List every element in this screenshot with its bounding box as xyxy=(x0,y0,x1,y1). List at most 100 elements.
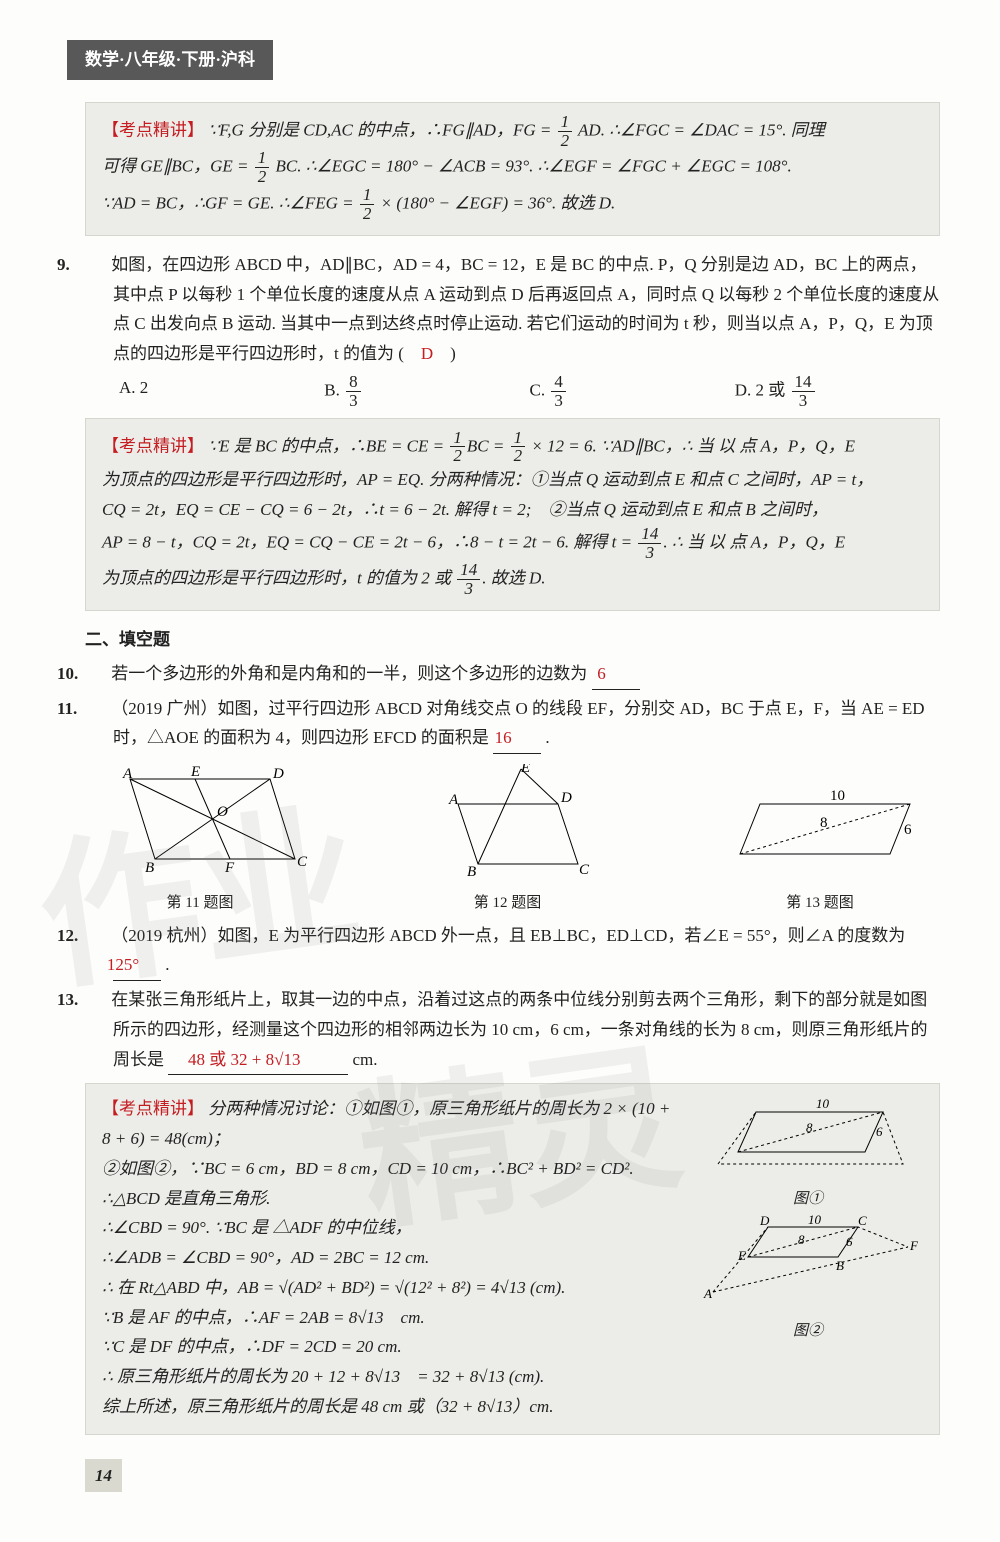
question-11: 11. （2019 广州）如图，过平行四边形 ABCD 对角线交点 O 的线段 … xyxy=(85,694,940,755)
question-text: . xyxy=(545,728,549,747)
svg-text:D: D xyxy=(759,1213,770,1228)
question-number: 9. xyxy=(85,250,107,280)
svg-text:F: F xyxy=(909,1238,918,1253)
page-footer: 14 xyxy=(85,1459,940,1493)
option-label: B. xyxy=(324,380,344,399)
figure-svg: E A D B C xyxy=(403,764,613,879)
explain-text: . ∴ 当 以 点 A，P，Q，E xyxy=(663,532,845,551)
figure-caption: 第 12 题图 xyxy=(403,890,613,916)
fraction: 12 xyxy=(558,113,573,150)
fraction: 43 xyxy=(551,373,566,410)
fraction: 12 xyxy=(255,149,270,186)
explain-text: ∵AD = BC，∴GF = GE. ∴∠FEG = xyxy=(102,193,358,212)
svg-text:6: 6 xyxy=(846,1234,853,1249)
explain-text: 可得 GE∥BC，GE = xyxy=(102,157,253,176)
explain-text: . 故选 D. xyxy=(482,569,545,588)
explain-tag: 【考点精讲】 xyxy=(102,120,204,139)
svg-text:8: 8 xyxy=(820,815,828,831)
svg-text:10: 10 xyxy=(830,788,845,804)
explain-text: BC. ∴∠EGC = 180° − ∠ACB = 93°. ∴∠EGF = ∠… xyxy=(276,157,792,176)
svg-text:6: 6 xyxy=(876,1124,883,1139)
explain-text: 综上所述，原三角形纸片的周长是 48 cm 或（32 + 8√13）cm. xyxy=(102,1397,553,1416)
option-b: B. 83 xyxy=(324,373,529,410)
explain-text: 为顶点的四边形是平行四边形时，AP = EQ. 分两种情况：①当点 Q 运动到点… xyxy=(102,470,873,489)
option-c: C. 43 xyxy=(530,373,735,410)
question-text: ) xyxy=(433,344,456,363)
svg-text:D: D xyxy=(560,790,572,806)
section-heading: 二、填空题 xyxy=(85,625,940,655)
explain-text: BC = xyxy=(467,436,509,455)
question-number: 10. xyxy=(85,659,107,689)
fraction: 143 xyxy=(792,373,815,410)
svg-text:8: 8 xyxy=(806,1120,813,1135)
explain-figures: 10 8 6 图① D 10 C F E 8 6 B A 图② xyxy=(693,1094,923,1344)
page-header: 数学·八年级·下册·沪科 xyxy=(67,40,273,80)
explain-text: AP = 8 − t，CQ = 2t，EQ = CQ − CE = 2t − 6… xyxy=(102,532,636,551)
explain-box-2: 【考点精讲】 ∵E 是 BC 的中点，∴BE = CE = 12BC = 12 … xyxy=(85,418,940,612)
svg-text:C: C xyxy=(858,1213,867,1228)
svg-text:B: B xyxy=(836,1258,844,1273)
figure-caption: 第 11 题图 xyxy=(85,890,315,916)
svg-text:10: 10 xyxy=(808,1212,822,1227)
explain-box-1: 【考点精讲】 ∵F,G 分别是 CD,AC 的中点，∴FG∥AD，FG = 12… xyxy=(85,102,940,236)
figure-row: A E D B F C O 第 11 题图 E A D B C 第 12 题图 xyxy=(85,764,940,917)
question-text: 如图，在四边形 ABCD 中，AD∥BC，AD = 4，BC = 12，E 是 … xyxy=(111,255,939,363)
figure-13: 10 8 6 第 13 题图 xyxy=(700,784,940,917)
explain-text: 为顶点的四边形是平行四边形时，t 的值为 2 或 xyxy=(102,569,455,588)
question-9: 9. 如图，在四边形 ABCD 中，AD∥BC，AD = 4，BC = 12，E… xyxy=(85,250,940,369)
svg-text:A: A xyxy=(703,1286,712,1301)
option-a: A. 2 xyxy=(119,373,324,410)
explain-text: ∴∠CBD = 90°. ∵BC 是 △ADF 的中位线， xyxy=(102,1218,412,1237)
explain-text: AD. ∴∠FGC = ∠DAC = 15°. 同理 xyxy=(578,120,825,139)
figure-caption: 第 13 题图 xyxy=(700,890,940,916)
fraction: 143 xyxy=(457,561,480,598)
question-number: 13. xyxy=(85,985,107,1015)
explain-text: ∴△BCD 是直角三角形. xyxy=(102,1189,270,1208)
question-text: （2019 杭州）如图，E 为平行四边形 ABCD 外一点，且 EB⊥BC，ED… xyxy=(111,926,905,945)
figure-12: E A D B C 第 12 题图 xyxy=(403,764,613,917)
svg-text:C: C xyxy=(579,862,590,878)
blank-answer: 48 或 32 + 8√13 xyxy=(168,1045,348,1076)
svg-text:8: 8 xyxy=(798,1232,805,1247)
explain-text: ∴ 在 Rt△ABD 中，AB = √(AD² + BD²) = √(12² +… xyxy=(102,1278,565,1297)
explain-text: ∴ 原三角形纸片的周长为 20 + 12 + 8√13 = 32 + 8√13 … xyxy=(102,1367,544,1386)
option-d: D. 2 或 143 xyxy=(735,373,940,410)
figure-11: A E D B F C O 第 11 题图 xyxy=(85,764,315,917)
question-12: 12. （2019 杭州）如图，E 为平行四边形 ABCD 外一点，且 EB⊥B… xyxy=(85,921,940,982)
fraction: 12 xyxy=(450,429,465,466)
question-10: 10. 若一个多边形的外角和是内角和的一半，则这个多边形的边数为 6 xyxy=(85,659,940,690)
svg-text:A: A xyxy=(122,766,133,782)
figure-caption: 图① xyxy=(693,1186,923,1212)
svg-text:E: E xyxy=(190,764,200,780)
question-text: 若一个多边形的外角和是内角和的一半，则这个多边形的边数为 xyxy=(111,664,587,683)
option-label: C. xyxy=(530,380,550,399)
svg-text:E: E xyxy=(737,1248,746,1263)
figure-svg: 10 8 6 xyxy=(700,784,940,879)
question-13: 13. 在某张三角形纸片上，取其一边的中点，沿着过这点的两条中位线分别剪去两个三… xyxy=(85,985,940,1075)
blank-answer: 16 xyxy=(493,723,541,754)
option-label: D. 2 或 xyxy=(735,380,790,399)
page: 作业 精灵 数学·八年级·下册·沪科 【考点精讲】 ∵F,G 分别是 CD,AC… xyxy=(0,0,1000,1542)
svg-text:O: O xyxy=(217,804,228,820)
svg-text:C: C xyxy=(297,854,308,870)
svg-text:B: B xyxy=(467,864,476,879)
svg-text:D: D xyxy=(272,766,284,782)
fraction: 83 xyxy=(346,373,361,410)
page-number: 14 xyxy=(85,1459,122,1493)
explain-text: ②如图②，∵BC = 6 cm，BD = 8 cm，CD = 10 cm，∴BC… xyxy=(102,1159,634,1178)
figure-svg: 10 8 6 xyxy=(708,1094,908,1174)
explain-box-3: 10 8 6 图① D 10 C F E 8 6 B A 图② 【考 xyxy=(85,1083,940,1434)
figure-svg: D 10 C F E 8 6 B A xyxy=(698,1212,918,1307)
question-text: . xyxy=(165,955,169,974)
explain-text: ∴∠ADB = ∠CBD = 90°，AD = 2BC = 12 cm. xyxy=(102,1248,429,1267)
svg-text:A: A xyxy=(448,792,459,808)
explain-text: × 12 = 6. ∵AD∥BC，∴ 当 以 点 A，P，Q，E xyxy=(527,436,855,455)
explain-tag: 【考点精讲】 xyxy=(102,1099,204,1118)
svg-text:E: E xyxy=(520,764,530,776)
explain-text: CQ = 2t，EQ = CE − CQ = 6 − 2t，∴t = 6 − 2… xyxy=(102,500,828,519)
fraction: 12 xyxy=(360,186,375,223)
figure-caption: 图② xyxy=(693,1318,923,1344)
figure-svg: A E D B F C O xyxy=(85,764,315,879)
blank-answer: 6 xyxy=(592,659,640,690)
svg-text:B: B xyxy=(145,860,154,876)
